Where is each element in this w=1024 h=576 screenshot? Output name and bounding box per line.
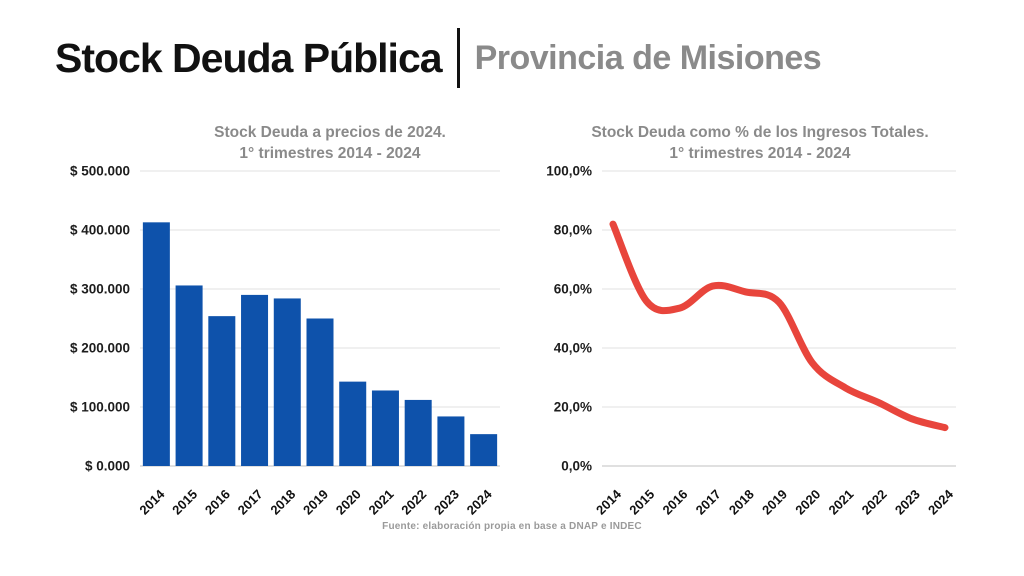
x-tick-label: 2024 bbox=[464, 486, 496, 518]
trend-line bbox=[609, 220, 949, 432]
bar-2015 bbox=[175, 285, 203, 466]
bar-2023 bbox=[437, 416, 465, 466]
x-tick-label: 2016 bbox=[659, 487, 690, 518]
y-tick-label: $ 500.000 bbox=[70, 164, 130, 179]
y-tick-label: 20,0% bbox=[554, 400, 592, 415]
x-tick-label: 2016 bbox=[202, 487, 233, 518]
bar-chart-title-line2: 1° trimestres 2014 - 2024 bbox=[239, 145, 421, 162]
bar-2024 bbox=[470, 434, 498, 466]
bar-2017 bbox=[241, 294, 269, 466]
line-chart-title: Stock Deuda como % de los Ingresos Total… bbox=[560, 122, 960, 164]
x-tick-label: 2020 bbox=[792, 487, 823, 518]
x-tick-label: 2021 bbox=[825, 487, 856, 518]
bar-2019 bbox=[306, 318, 334, 466]
bar-2021 bbox=[371, 390, 399, 466]
x-tick-label: 2024 bbox=[925, 486, 957, 518]
x-tick-label: 2023 bbox=[431, 487, 462, 518]
page-title: Stock Deuda Pública bbox=[55, 34, 443, 81]
x-tick-label: 2018 bbox=[726, 487, 757, 518]
x-tick-label: 2015 bbox=[169, 487, 200, 518]
y-tick-label: 40,0% bbox=[554, 341, 592, 356]
x-tick-label: 2020 bbox=[333, 487, 364, 518]
x-tick-label: 2014 bbox=[136, 486, 168, 518]
header: Stock Deuda Pública Provincia de Misione… bbox=[55, 26, 822, 90]
x-tick-label: 2019 bbox=[759, 487, 790, 518]
source-note: Fuente: elaboración propia en base a DNA… bbox=[382, 521, 642, 532]
x-tick-label: 2023 bbox=[892, 487, 923, 518]
x-tick-label: 2015 bbox=[626, 487, 657, 518]
line-chart-title-line2: 1° trimestres 2014 - 2024 bbox=[669, 145, 851, 162]
bar-chart: $ 0.000 $ 100.000 $ 200.000 $ 300.000 $ 400.… bbox=[70, 164, 500, 518]
bar-2020 bbox=[339, 381, 367, 466]
line-chart: 0,0%20,0%40,0%60,0%80,0%100,0%2014 2015 20… bbox=[546, 164, 957, 518]
bar-chart-title: Stock Deuda a precios de 2024. 1° trimes… bbox=[130, 122, 530, 164]
y-tick-label: $ 100.000 bbox=[70, 400, 130, 415]
y-tick-label: $ 400.000 bbox=[70, 223, 130, 238]
y-tick-label: 100,0% bbox=[546, 164, 592, 179]
bar-2016 bbox=[208, 316, 236, 466]
y-tick-label: $ 300.000 bbox=[70, 282, 130, 297]
x-tick-label: 2019 bbox=[300, 487, 331, 518]
y-tick-label: 0,0% bbox=[561, 459, 592, 474]
page-subtitle: Provincia de Misiones bbox=[474, 38, 822, 77]
x-tick-label: 2022 bbox=[398, 487, 429, 518]
x-tick-label: 2017 bbox=[235, 487, 266, 518]
x-tick-label: 2022 bbox=[859, 487, 890, 518]
y-tick-label: $ 0.000 bbox=[85, 459, 130, 474]
bar-chart-title-line1: Stock Deuda a precios de 2024. bbox=[214, 124, 446, 141]
bar-2014 bbox=[142, 222, 170, 466]
bar-2018 bbox=[273, 298, 301, 466]
x-tick-label: 2021 bbox=[366, 487, 397, 518]
line-chart-title-line1: Stock Deuda como % de los Ingresos Total… bbox=[591, 124, 929, 141]
x-tick-label: 2018 bbox=[267, 487, 298, 518]
y-tick-label: 60,0% bbox=[554, 282, 592, 297]
y-tick-label: $ 200.000 bbox=[70, 341, 130, 356]
x-tick-label: 2017 bbox=[693, 487, 724, 518]
title-divider bbox=[456, 28, 460, 88]
bar-2022 bbox=[404, 399, 432, 466]
y-tick-label: 80,0% bbox=[554, 223, 592, 238]
x-tick-label: 2014 bbox=[593, 486, 625, 518]
